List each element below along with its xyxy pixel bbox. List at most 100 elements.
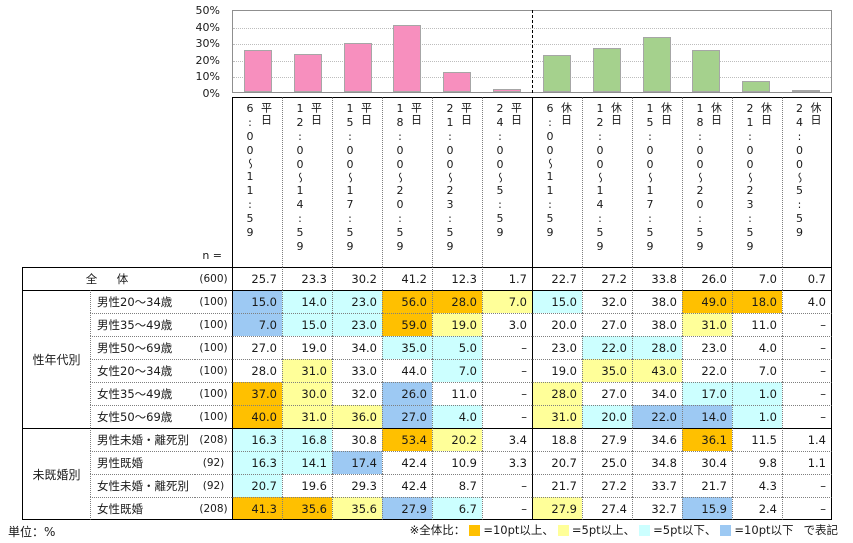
data-cell: 21.7 xyxy=(682,474,732,497)
data-cell: 11.0 xyxy=(732,313,782,336)
n-value: (100) xyxy=(195,290,232,313)
data-cell: 43.0 xyxy=(632,359,682,382)
n-value: (92) xyxy=(195,451,232,474)
data-cell: 1.0 xyxy=(732,405,782,428)
column-header-time: 12:00〜14:59 xyxy=(293,102,307,254)
data-cell: 7.0 xyxy=(232,313,282,336)
row-label: 女性50〜69歳 xyxy=(90,405,195,428)
data-cell: 36.1 xyxy=(682,428,732,451)
data-cell: – xyxy=(482,382,532,405)
bar-slot xyxy=(333,11,383,92)
data-cell: – xyxy=(782,313,832,336)
column-header-time: 12:00〜14:59 xyxy=(593,102,607,254)
n-value: (208) xyxy=(195,497,232,520)
data-cell: 30.8 xyxy=(332,428,382,451)
data-cell: 27.2 xyxy=(582,474,632,497)
data-cell: 32.0 xyxy=(582,290,632,313)
row-label: 女性未婚・離死別 xyxy=(90,474,195,497)
data-cell: 20.0 xyxy=(582,405,632,428)
bar-slot xyxy=(233,11,283,92)
column-header-time: 6:00〜11:59 xyxy=(543,102,557,240)
holiday-bar xyxy=(742,80,771,92)
group-label: 未既婚別 xyxy=(22,428,90,520)
data-cell: 0.7 xyxy=(782,267,832,290)
n-equals-label: n = xyxy=(202,249,222,262)
data-cell: 28.0 xyxy=(532,382,582,405)
column-header: 6:00〜11:59 休日 xyxy=(532,97,582,267)
data-cell: – xyxy=(782,382,832,405)
data-cell: 21.7 xyxy=(532,474,582,497)
column-header-day: 平日 xyxy=(259,102,273,126)
column-header: 21:00〜23:59 休日 xyxy=(732,97,782,267)
column-header-day: 平日 xyxy=(309,102,323,126)
data-cell: 35.6 xyxy=(332,497,382,520)
data-cell: 19.0 xyxy=(282,336,332,359)
data-cell: – xyxy=(782,497,832,520)
weekday-holiday-divider xyxy=(532,10,533,93)
data-cell: 27.9 xyxy=(382,497,432,520)
n-value: (600) xyxy=(195,267,232,290)
cyan-swatch-icon xyxy=(639,524,651,536)
column-header: 24:00〜5:59 平日 xyxy=(482,97,532,267)
column-header-day: 平日 xyxy=(409,102,423,126)
data-cell: 1.7 xyxy=(482,267,532,290)
data-cell: 19.6 xyxy=(282,474,332,497)
column-header-day: 休日 xyxy=(709,102,723,126)
column-header: 24:00〜5:59 休日 xyxy=(782,97,832,267)
column-header: 21:00〜23:59 平日 xyxy=(432,97,482,267)
data-cell: 27.0 xyxy=(382,405,432,428)
bar-slot xyxy=(632,11,682,92)
y-axis-tick-label: 10% xyxy=(195,70,220,84)
data-cell: 26.0 xyxy=(382,382,432,405)
column-header-day: 休日 xyxy=(559,102,573,126)
data-cell: 3.4 xyxy=(482,428,532,451)
weekday-bar xyxy=(343,43,372,92)
blue-swatch-icon xyxy=(720,524,732,536)
column-header: 12:00〜14:59 休日 xyxy=(582,97,632,267)
data-cell: 34.8 xyxy=(632,451,682,474)
data-cell: 25.7 xyxy=(232,267,282,290)
data-cell: 3.0 xyxy=(482,313,532,336)
data-cell: 44.0 xyxy=(382,359,432,382)
row-label: 全 体 xyxy=(22,267,195,290)
data-cell: 20.0 xyxy=(532,313,582,336)
data-cell: 5.0 xyxy=(432,336,482,359)
data-cell: 30.4 xyxy=(682,451,732,474)
column-header-day: 休日 xyxy=(609,102,623,126)
data-cell: 30.2 xyxy=(332,267,382,290)
bar-series xyxy=(233,11,831,92)
column-header-day: 平日 xyxy=(509,102,523,126)
data-cell: 22.0 xyxy=(682,359,732,382)
column-header: 12:00〜14:59 平日 xyxy=(282,97,332,267)
data-cell: – xyxy=(782,359,832,382)
data-cell: 10.9 xyxy=(432,451,482,474)
y-axis-tick-label: 30% xyxy=(195,37,220,51)
legend-item-label: =10pt以上、 xyxy=(483,523,554,537)
y-axis-tick-label: 0% xyxy=(202,87,220,100)
data-cell: 23.0 xyxy=(332,313,382,336)
holiday-bar xyxy=(592,47,621,92)
row-label: 男性20〜34歳 xyxy=(90,290,195,313)
row-label: 男性既婚 xyxy=(90,451,195,474)
row-label: 女性20〜34歳 xyxy=(90,359,195,382)
data-cell: 15.0 xyxy=(282,313,332,336)
data-cell: 1.4 xyxy=(782,428,832,451)
data-cell: 42.4 xyxy=(382,474,432,497)
highlight-legend: ※全体比： =10pt以上、 =5pt以上、 =5pt以下、 =10pt以下 で表記 xyxy=(410,522,838,538)
bar-slot xyxy=(283,11,333,92)
data-cell: 33.8 xyxy=(632,267,682,290)
weekday-bar xyxy=(493,89,522,92)
data-cell: 15.0 xyxy=(232,290,282,313)
data-cell: 41.3 xyxy=(232,497,282,520)
column-header-row: 6:00〜11:59 平日 12:00〜14:59 平日 15:00〜17:59 平日 18… xyxy=(232,97,832,267)
n-value: (100) xyxy=(195,405,232,428)
data-cell: 32.0 xyxy=(332,382,382,405)
data-cell: 2.4 xyxy=(732,497,782,520)
column-header: 15:00〜17:59 平日 xyxy=(332,97,382,267)
data-cell: 6.7 xyxy=(432,497,482,520)
data-cell: – xyxy=(782,474,832,497)
data-cell: 4.0 xyxy=(732,336,782,359)
n-value: (100) xyxy=(195,313,232,336)
legend-item-label: =5pt以上、 xyxy=(571,523,636,537)
n-value: (100) xyxy=(195,336,232,359)
